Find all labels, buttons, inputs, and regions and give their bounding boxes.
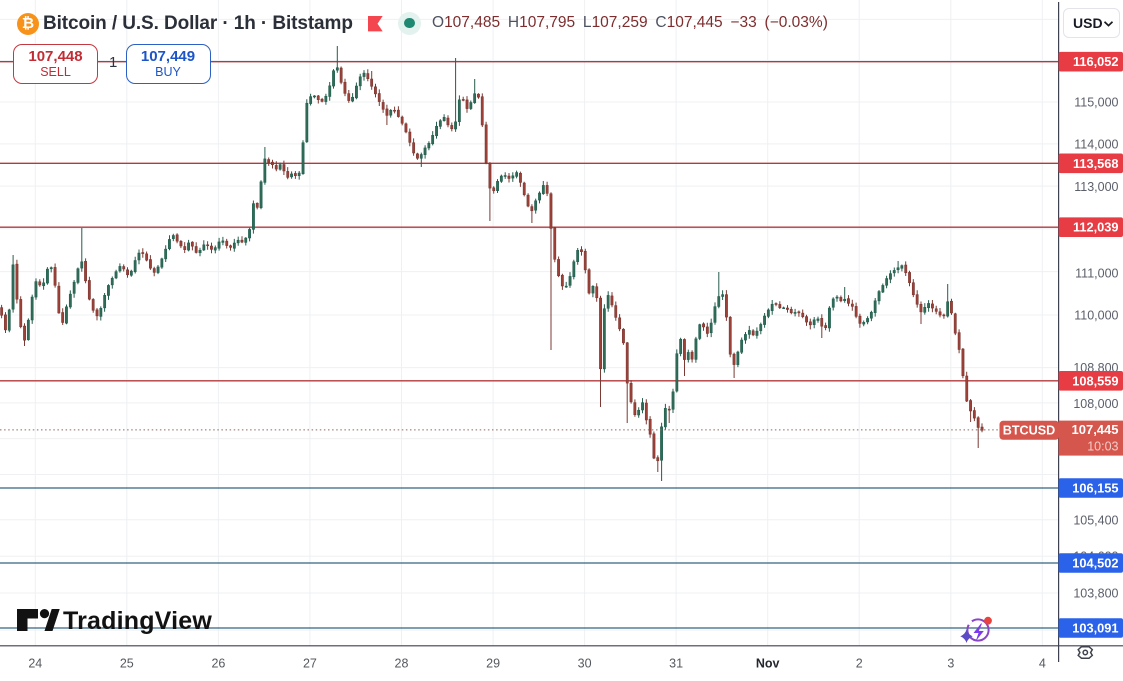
svg-text:107,445: 107,445 bbox=[1072, 422, 1119, 437]
svg-text:111,000: 111,000 bbox=[1075, 266, 1118, 280]
svg-text:103,091: 103,091 bbox=[1072, 621, 1118, 636]
svg-text:25: 25 bbox=[120, 657, 134, 671]
svg-text:4: 4 bbox=[1039, 657, 1046, 671]
svg-text:TradingView: TradingView bbox=[63, 607, 212, 635]
svg-text:29: 29 bbox=[486, 657, 500, 671]
svg-text:3: 3 bbox=[947, 657, 954, 671]
svg-text:106,155: 106,155 bbox=[1072, 481, 1118, 496]
svg-text:31: 31 bbox=[669, 657, 683, 671]
svg-text:116,052: 116,052 bbox=[1073, 54, 1119, 69]
svg-text:113,568: 113,568 bbox=[1073, 156, 1119, 171]
svg-text:10:03: 10:03 bbox=[1087, 440, 1118, 454]
svg-text:108,000: 108,000 bbox=[1073, 397, 1118, 411]
svg-text:115,000: 115,000 bbox=[1074, 95, 1118, 109]
svg-text:108,559: 108,559 bbox=[1072, 373, 1118, 388]
svg-text:26: 26 bbox=[211, 657, 225, 671]
svg-text:114,000: 114,000 bbox=[1074, 138, 1118, 152]
svg-text:BTCUSD: BTCUSD bbox=[1003, 424, 1055, 438]
svg-text:Nov: Nov bbox=[756, 657, 780, 671]
svg-text:30: 30 bbox=[578, 657, 592, 671]
svg-text:27: 27 bbox=[303, 657, 317, 671]
svg-text:113,000: 113,000 bbox=[1074, 180, 1118, 194]
svg-text:28: 28 bbox=[395, 657, 409, 671]
svg-text:112,039: 112,039 bbox=[1073, 220, 1119, 235]
svg-text:24: 24 bbox=[28, 657, 42, 671]
svg-text:103,800: 103,800 bbox=[1073, 586, 1118, 600]
svg-text:105,400: 105,400 bbox=[1073, 514, 1118, 528]
svg-text:2: 2 bbox=[856, 657, 863, 671]
svg-text:110,000: 110,000 bbox=[1074, 308, 1118, 322]
svg-text:104,502: 104,502 bbox=[1072, 556, 1118, 571]
